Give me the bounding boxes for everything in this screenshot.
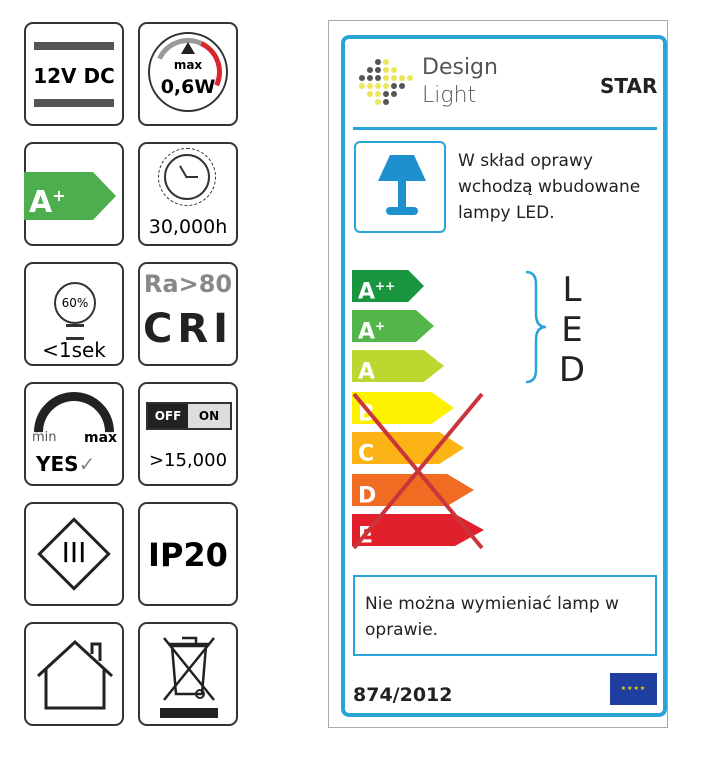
info-text: W skład oprawy wchodzą wbudowane lampy L… <box>458 151 641 223</box>
clock-icon <box>158 148 216 206</box>
class-iii-text: III <box>61 536 87 569</box>
cri-tile: Ra>80 CRI <box>138 262 238 366</box>
eu-flag-icon: ★★★★ <box>610 673 657 705</box>
energy-class-label: A <box>358 359 376 385</box>
class-iii-tile: III <box>24 502 124 606</box>
led-letter: E <box>561 310 583 350</box>
power-prefix: max <box>173 58 203 72</box>
energy-class-sup: + <box>375 319 386 333</box>
energy-label-frame <box>328 20 668 728</box>
bar-icon <box>34 42 114 50</box>
switching-tile: OFF ON >15,000 <box>138 382 238 486</box>
cycles-text: >15,000 <box>148 450 228 471</box>
energy-class-label: C <box>358 441 375 467</box>
bulb-icon: 60% <box>54 282 96 324</box>
cross-icon <box>352 392 484 550</box>
lamp-icon <box>354 141 446 233</box>
model-name: STAR <box>600 74 658 98</box>
weee-tile <box>138 622 238 726</box>
gauge-icon: max 0,6W <box>144 28 232 116</box>
brand-name: Design Light <box>422 54 498 110</box>
cri-label: CRI <box>142 306 234 352</box>
voltage-tile: 12V DC <box>24 22 124 126</box>
warmup-text: <1sek <box>42 338 106 362</box>
energy-class-sup: ++ <box>375 279 396 293</box>
energy-class-arrow: A <box>352 350 444 382</box>
check-icon: ✓ <box>78 452 96 476</box>
switch-icon: OFF ON <box>146 402 232 430</box>
energy-label <box>341 35 667 717</box>
cri-ra: Ra>80 <box>143 270 233 298</box>
design-light-logo <box>358 58 414 108</box>
weee-bin-icon <box>160 636 218 718</box>
energy-class-label: A <box>358 319 376 345</box>
energy-arrow-icon: A+ <box>24 172 116 220</box>
energy-class-tile: A+ <box>24 142 124 246</box>
indoor-tile <box>24 622 124 726</box>
power-tile: max 0,6W <box>138 22 238 126</box>
dimmable-tile: min max YES✓ <box>24 382 124 486</box>
bar-icon <box>34 99 114 107</box>
brand-line1: Design <box>422 55 498 80</box>
divider <box>353 127 657 130</box>
dimmer-min: min <box>32 430 57 445</box>
energy-class-arrow: A++ <box>352 270 424 302</box>
dimmer-max: max <box>84 430 118 446</box>
replace-text: Nie można wymieniać lamp w oprawie. <box>353 575 657 656</box>
regulation-number: 874/2012 <box>353 684 453 706</box>
home-indoor-icon <box>36 639 114 710</box>
led-letter: L <box>562 270 582 310</box>
power-value: 0,6W <box>160 76 216 98</box>
brace-icon <box>525 270 547 384</box>
dimmable-value: YES <box>36 452 79 476</box>
energy-class-label: B <box>358 401 375 427</box>
led-letter: D <box>558 350 586 390</box>
brand-line2: Light <box>422 83 477 108</box>
energy-class-label: A <box>358 279 376 305</box>
energy-class-arrow: A+ <box>352 310 434 342</box>
energy-class-label: D <box>358 483 377 509</box>
voltage-text: 12V DC <box>33 64 115 88</box>
ip-text: IP20 <box>148 536 228 574</box>
lifetime-text: 30,000h <box>148 216 228 238</box>
lifetime-tile: 30,000h <box>138 142 238 246</box>
ip-tile: IP20 <box>138 502 238 606</box>
warmup-tile: 60% <1sek <box>24 262 124 366</box>
energy-class-arrow: B <box>352 392 454 424</box>
